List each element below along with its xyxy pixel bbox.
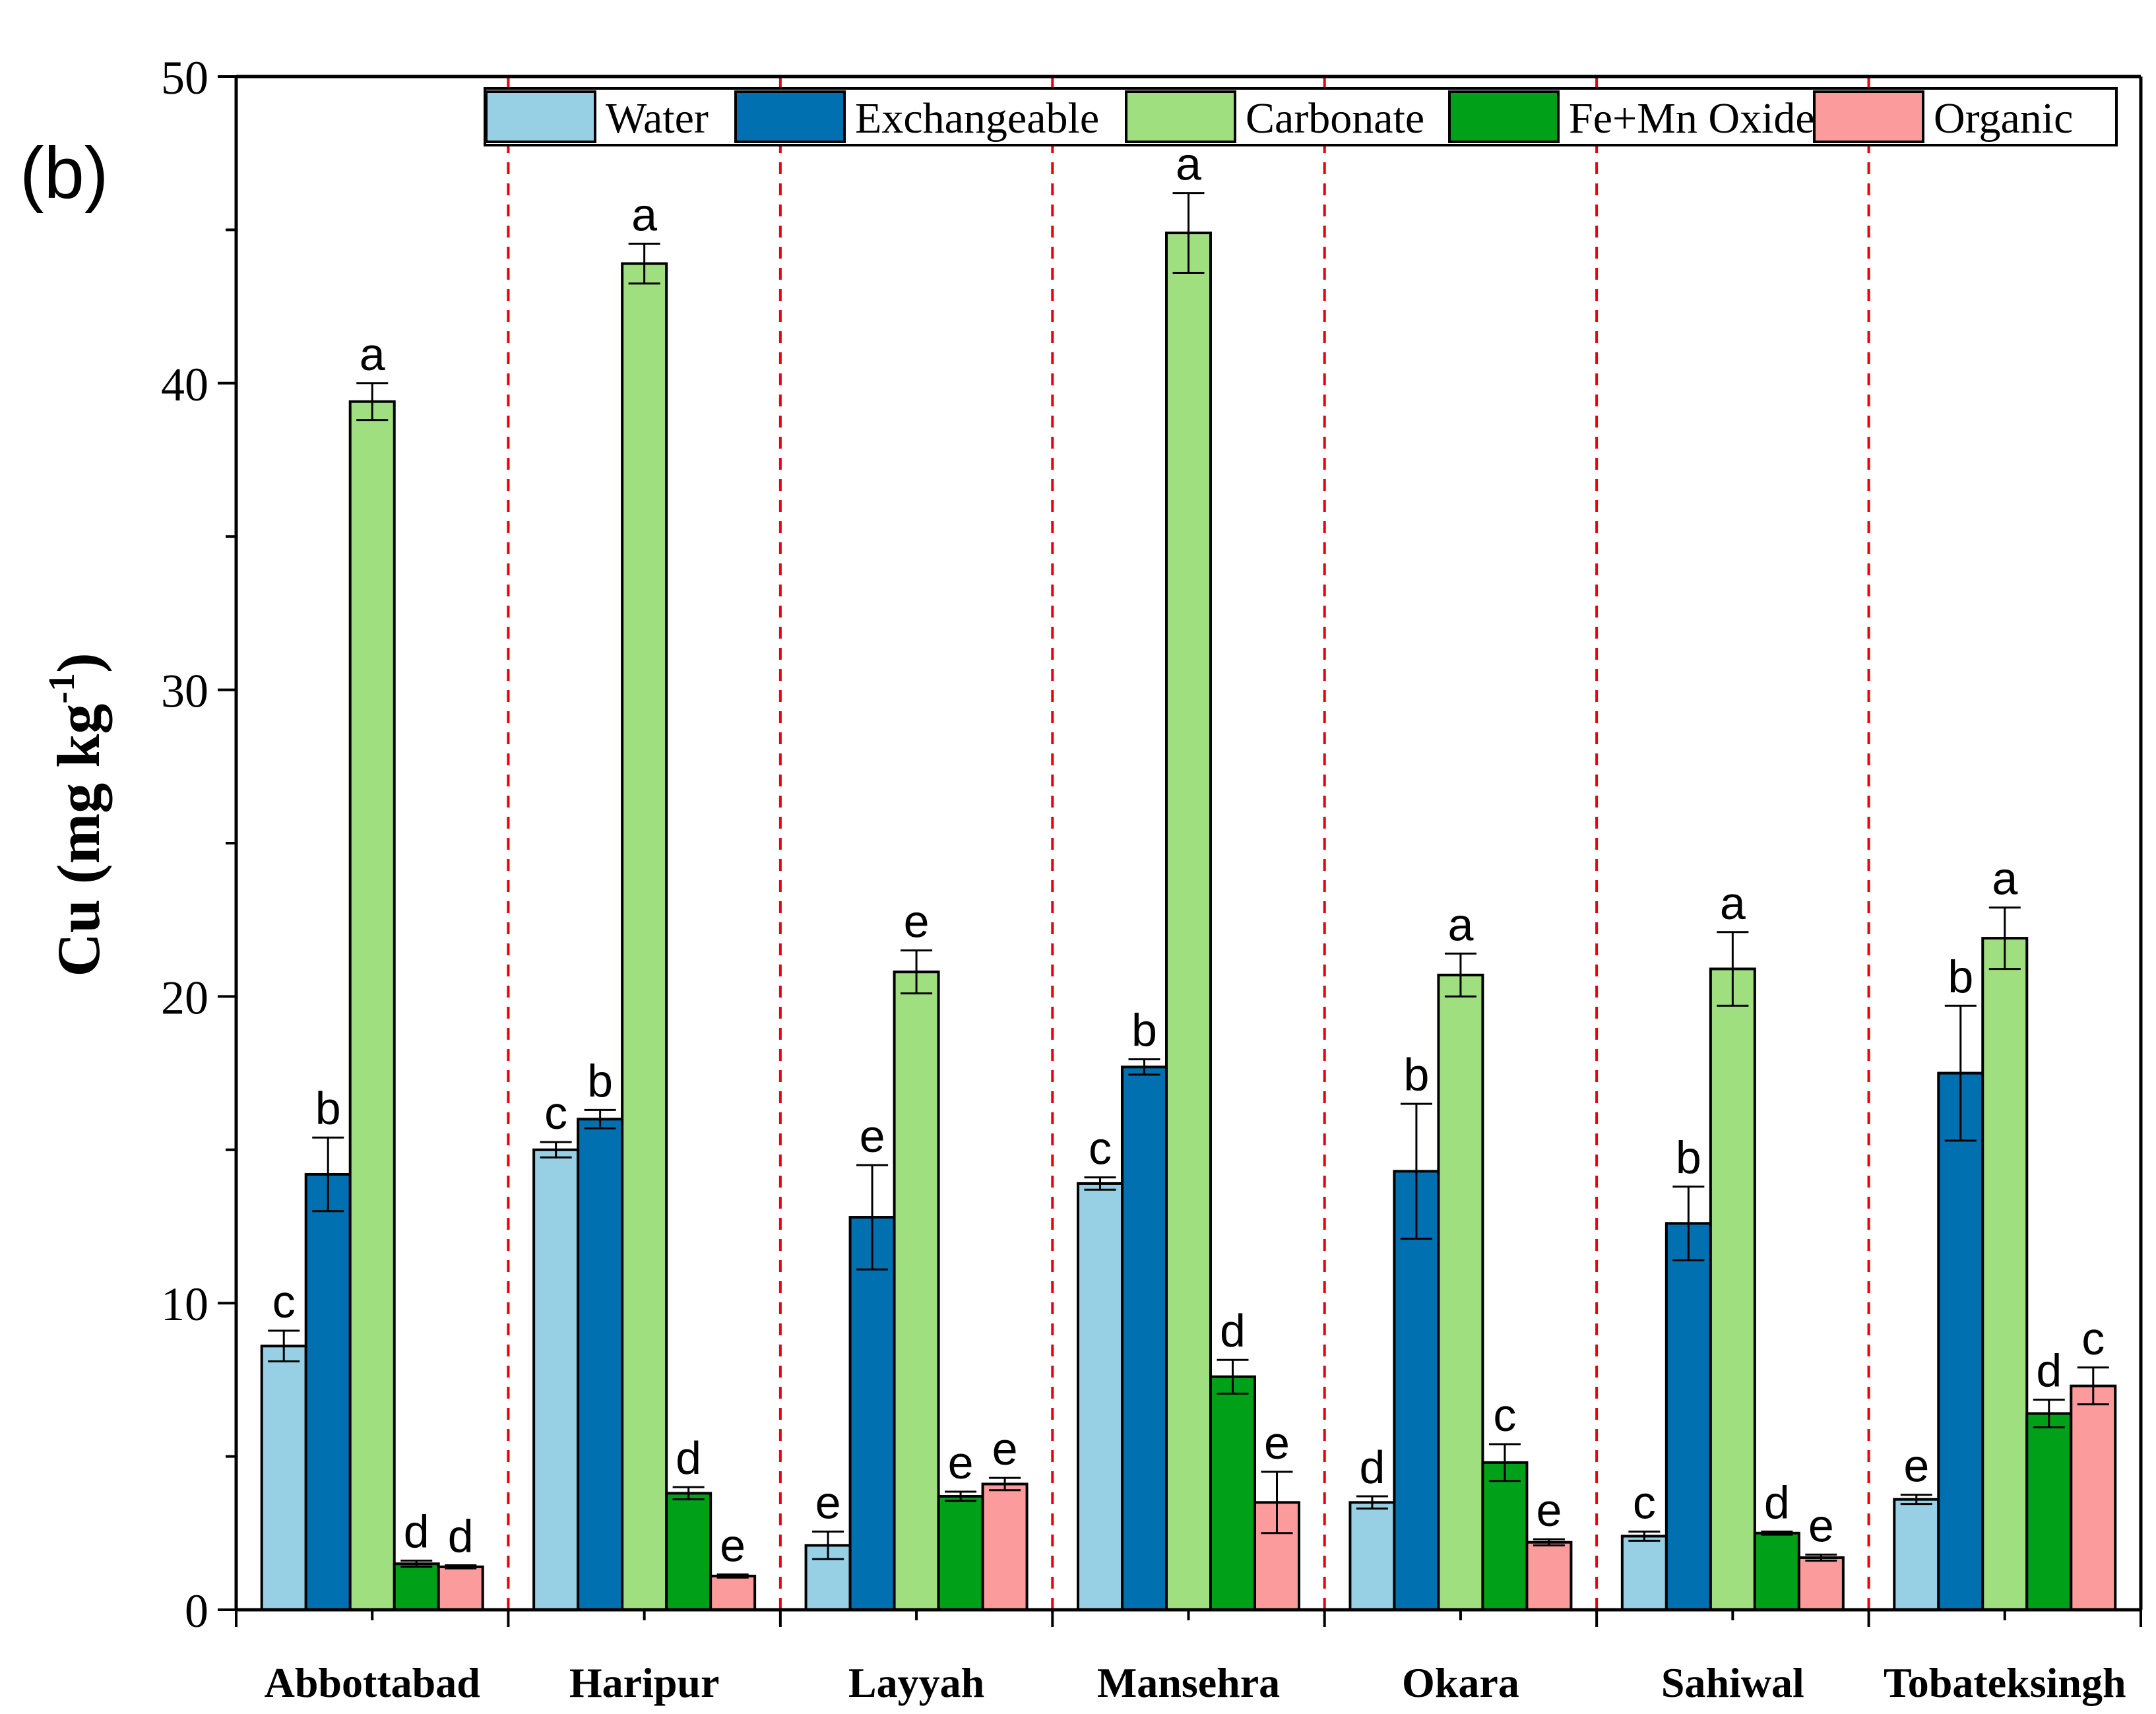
legend-label: Carbonate: [1246, 94, 1424, 143]
significance-letter: e: [1536, 1484, 1562, 1536]
significance-letter: c: [1633, 1476, 1656, 1528]
significance-letter: c: [2081, 1313, 2105, 1364]
significance-letter: e: [992, 1423, 1018, 1475]
x-tick-label: Okara: [1402, 1659, 1519, 1706]
significance-letter: d: [1359, 1442, 1385, 1493]
y-tick-label: 20: [161, 971, 208, 1024]
significance-letter: e: [904, 896, 930, 947]
significance-letter: e: [1808, 1500, 1834, 1551]
bar: [893, 970, 940, 1611]
legend-label: Water: [606, 94, 709, 143]
bar: [1753, 1531, 1800, 1612]
x-tick-label: Tobateksingh: [1884, 1659, 2126, 1706]
bar: [621, 262, 668, 1612]
significance-letter: e: [948, 1437, 974, 1488]
legend-label: Exchangeable: [855, 94, 1099, 143]
significance-letter: d: [2036, 1345, 2062, 1397]
y-tick-label: 10: [161, 1278, 208, 1331]
panel-label: (b): [20, 133, 108, 214]
significance-letter: a: [1176, 139, 1201, 190]
y-tick-label: 0: [185, 1585, 208, 1637]
significance-letter: b: [1131, 1005, 1157, 1056]
bar: [1525, 1540, 1573, 1611]
significance-letter: e: [1264, 1417, 1290, 1469]
legend-swatch: [1125, 90, 1236, 143]
bar: [532, 1148, 580, 1612]
significance-letter: d: [448, 1511, 474, 1562]
bar: [393, 1562, 440, 1612]
y-tick-label: 30: [161, 665, 208, 718]
significance-letter: b: [1948, 951, 1973, 1002]
significance-letter: c: [1089, 1123, 1112, 1174]
legend-swatch: [1448, 90, 1560, 143]
bar: [577, 1118, 624, 1611]
significance-letter: b: [587, 1055, 613, 1106]
significance-letter: b: [1676, 1132, 1701, 1184]
bar: [1620, 1535, 1668, 1611]
bar: [1209, 1375, 1256, 1611]
significance-letter: b: [1403, 1049, 1429, 1100]
bar: [981, 1482, 1029, 1611]
significance-letter: d: [676, 1432, 701, 1484]
y-axis-label-close: ): [45, 652, 112, 673]
x-tick-label: Layyah: [848, 1659, 984, 1706]
significance-letter: e: [720, 1520, 745, 1571]
significance-letter: d: [1764, 1476, 1790, 1528]
bar: [260, 1345, 307, 1611]
bar: [1665, 1222, 1712, 1612]
x-tick-label: Mansehra: [1097, 1659, 1280, 1706]
bar: [2070, 1384, 2117, 1612]
bar: [1937, 1071, 1984, 1611]
significance-letter: e: [815, 1476, 841, 1528]
y-tick-label: 50: [161, 51, 208, 104]
x-tick-label: Sahiwal: [1661, 1659, 1804, 1706]
x-tick-label: Haripur: [569, 1659, 720, 1706]
bar: [709, 1574, 757, 1612]
significance-letter: c: [1493, 1389, 1516, 1441]
significance-letter: a: [1720, 877, 1746, 929]
bar: [1077, 1182, 1124, 1611]
bar: [304, 1172, 352, 1611]
bar: [1437, 973, 1484, 1611]
y-tick-label: 40: [161, 358, 208, 411]
bar: [665, 1492, 713, 1611]
bar: [1348, 1501, 1396, 1612]
significance-letter: a: [360, 329, 385, 380]
significance-letter: a: [1447, 899, 1473, 950]
bar: [1797, 1556, 1845, 1611]
bar: [1165, 232, 1212, 1611]
bar: [348, 400, 396, 1611]
svg-text:Cu (mg kg-1): Cu (mg kg-1): [42, 652, 112, 976]
legend-swatch: [1813, 90, 1924, 143]
legend-label: Fe+Mn Oxide: [1569, 94, 1815, 143]
significance-letter: c: [272, 1276, 296, 1327]
significance-letter: d: [404, 1506, 429, 1558]
significance-letter: c: [544, 1087, 567, 1139]
x-tick-label: Abbottabad: [265, 1659, 480, 1706]
legend-label: Organic: [1934, 94, 2073, 143]
significance-letter: a: [1992, 853, 2017, 905]
bar: [848, 1216, 896, 1611]
legend-swatch: [734, 90, 846, 143]
y-axis-label-main: Cu (mg kg: [45, 704, 112, 977]
bar: [1893, 1498, 1940, 1612]
legend-swatch: [485, 90, 596, 143]
bar: [1981, 937, 2029, 1611]
y-axis-label-superscript: -1: [42, 673, 82, 704]
bar: [1121, 1065, 1168, 1611]
bar: [2025, 1412, 2073, 1612]
bar: [1709, 967, 1756, 1611]
y-axis-label: Cu (mg kg-1): [42, 652, 112, 976]
bar: [437, 1565, 484, 1611]
significance-letter: d: [1220, 1305, 1246, 1356]
significance-letter: e: [1903, 1440, 1929, 1492]
significance-letter: a: [631, 189, 657, 240]
significance-letter: e: [860, 1110, 885, 1162]
bar: [937, 1495, 984, 1611]
significance-letter: b: [315, 1083, 341, 1134]
bar: [1481, 1461, 1529, 1611]
